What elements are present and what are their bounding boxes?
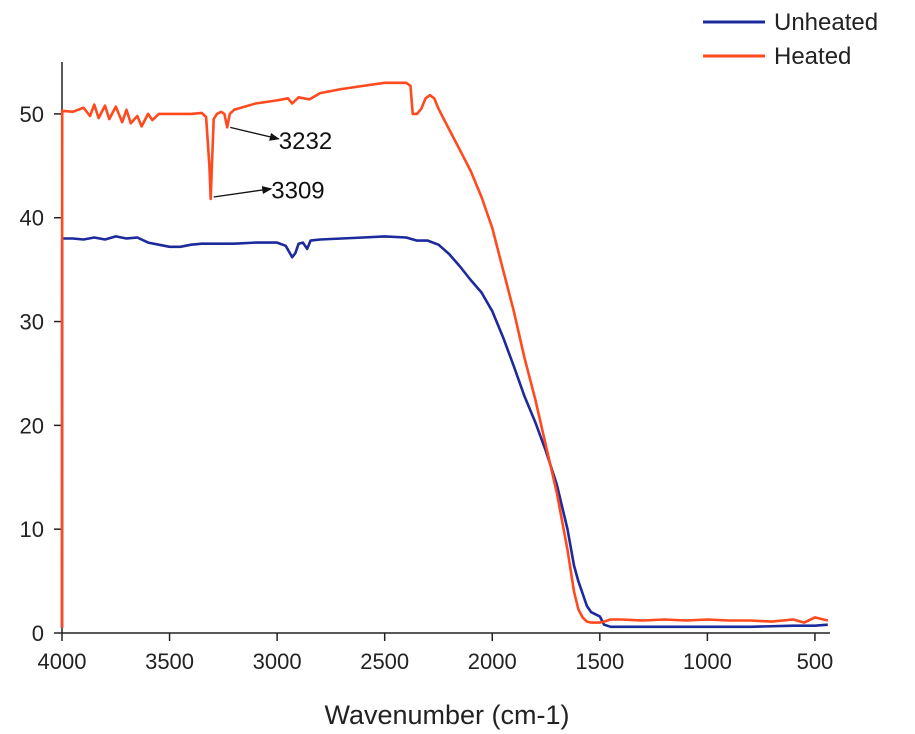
x-tick-label: 2500 xyxy=(360,649,409,674)
x-tick-label: 3500 xyxy=(145,649,194,674)
annotation-label-3309: 3309 xyxy=(271,178,324,205)
series-line-unheated xyxy=(60,235,828,629)
annotation-arrow xyxy=(213,186,273,198)
annotations-layer: 3232 3309 xyxy=(213,126,332,205)
x-axis-title: Wavenumber (cm-1) xyxy=(324,700,569,730)
axes: 4000 3500 3000 2500 2000 1500 1000 500 0 10 20 30 40… xyxy=(20,62,834,674)
y-tick-label: 50 xyxy=(20,102,44,127)
annotation-label-3232: 3232 xyxy=(279,128,332,155)
x-tick-label: 500 xyxy=(797,649,834,674)
y-tick-label: 0 xyxy=(32,621,44,646)
x-tick-label: 2000 xyxy=(468,649,517,674)
y-tick-label: 10 xyxy=(20,517,44,542)
y-tick-label: 30 xyxy=(20,310,44,335)
legend-label-heated: Heated xyxy=(774,43,851,70)
annotation-arrow xyxy=(230,126,280,141)
series-line-heated xyxy=(60,81,829,628)
series-layer xyxy=(60,81,829,629)
x-tick-label: 1000 xyxy=(683,649,732,674)
legend-label-unheated: Unheated xyxy=(774,9,878,36)
y-tick-label: 20 xyxy=(20,413,44,438)
y-tick-label: 40 xyxy=(20,206,44,231)
x-tick-label: 1500 xyxy=(575,649,624,674)
legend: Unheated Heated xyxy=(703,9,878,70)
x-tick-label: 4000 xyxy=(38,649,87,674)
x-tick-label: 3000 xyxy=(253,649,302,674)
